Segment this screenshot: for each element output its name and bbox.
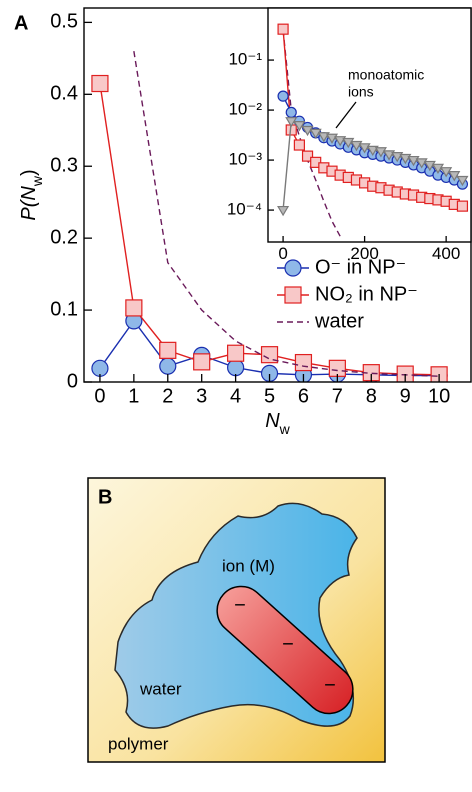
marker (423, 160, 436, 172)
annotation: monoatomic (348, 67, 424, 83)
marker (328, 359, 346, 377)
marker (431, 163, 445, 175)
marker (277, 205, 290, 217)
marker (277, 90, 289, 102)
axis-label-part: P(N (18, 186, 40, 221)
ion-label: ion (M) (222, 556, 275, 575)
legend-label: O⁻ in NP⁻ (315, 256, 406, 278)
axis-label: P(Nw) (18, 169, 44, 220)
y-tick-label: 10⁻³ (228, 150, 262, 169)
polymer-label: polymer (108, 734, 169, 753)
y-tick-label: 10⁻¹ (228, 50, 262, 69)
axis-label: Nw (265, 410, 290, 436)
marker (277, 23, 289, 35)
charge: − (234, 594, 246, 616)
y-tick-label: 10⁻² (228, 100, 262, 119)
marker (391, 152, 404, 163)
marker (91, 74, 109, 93)
x-tick-label: 9 (400, 385, 411, 407)
y-tick-label: 0.5 (50, 11, 78, 33)
legend-marker (284, 286, 302, 304)
marker (317, 132, 330, 143)
plot-area (277, 23, 469, 237)
charge: − (324, 674, 336, 696)
axes-frame (267, 7, 472, 243)
x-tick-label: 200 (350, 244, 378, 263)
panel-label: A (14, 12, 28, 34)
x-tick-label: 0 (278, 244, 287, 263)
marker (227, 344, 245, 362)
marker (159, 357, 177, 375)
legend-marker (284, 259, 302, 277)
marker (260, 346, 279, 364)
x-tick-label: 10 (428, 385, 450, 407)
y-tick-label: 10⁻⁴ (227, 200, 262, 219)
x-tick-label: 3 (196, 385, 207, 407)
legend-label: water (314, 310, 364, 332)
y-tick-label: 0.4 (50, 83, 78, 105)
marker (456, 175, 469, 187)
annotation-arrow (335, 101, 357, 129)
legend-label: NO₂ in NP⁻ (315, 283, 418, 305)
marker (159, 341, 177, 359)
x-tick-label: 8 (366, 385, 377, 407)
series-line (133, 51, 440, 377)
marker (285, 117, 298, 128)
x-tick-label: 0 (94, 385, 105, 407)
marker (301, 150, 314, 162)
marker (342, 137, 355, 149)
marker (91, 359, 109, 377)
y-tick-label: 0 (67, 370, 78, 392)
marker (374, 147, 387, 158)
marker (294, 353, 313, 372)
axis-label-subscript: w (29, 175, 45, 187)
y-tick-label: 0.1 (50, 298, 78, 320)
x-tick-label: 2 (162, 385, 173, 407)
marker (334, 136, 347, 147)
x-tick-label: 4 (230, 385, 241, 407)
axis-label-subscript: w (279, 421, 291, 437)
marker (193, 353, 211, 371)
y-tick-label: 0.3 (50, 155, 78, 177)
axis-label-part: ) (18, 169, 40, 176)
marker (366, 145, 379, 157)
marker (309, 128, 322, 140)
x-tick-label: 7 (332, 385, 343, 407)
panel-label: B (98, 486, 112, 508)
y-tick-label: 0.2 (50, 226, 78, 248)
marker (125, 299, 143, 317)
axis-label-part: N (265, 410, 280, 432)
marker (383, 150, 396, 161)
marker (293, 139, 305, 151)
marker (285, 106, 297, 118)
annotation: ions (348, 84, 374, 100)
marker (227, 359, 245, 377)
x-tick-label: 5 (264, 385, 275, 407)
marker (440, 167, 453, 178)
ion-capsule (216, 585, 354, 715)
marker (301, 125, 314, 137)
x-tick-label: 1 (128, 385, 139, 407)
x-tick-label: 6 (298, 385, 309, 407)
x-tick-label: 400 (432, 244, 460, 263)
marker (456, 200, 469, 212)
diagram: B ion (M) water polymer − − − (87, 477, 386, 763)
charge: − (282, 633, 294, 655)
water-label: water (139, 679, 182, 698)
